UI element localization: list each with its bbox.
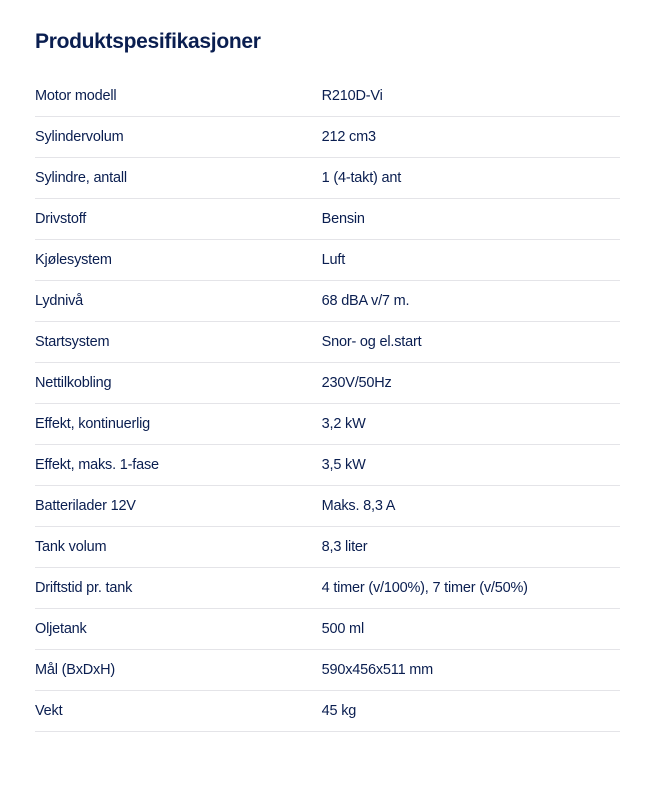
spec-label: Lydnivå [35,293,322,309]
spec-label: Sylindervolum [35,129,322,145]
spec-value: Snor- og el.start [322,334,620,350]
spec-value: 230V/50Hz [322,375,620,391]
spec-value: 1 (4-takt) ant [322,170,620,186]
spec-row: Tank volum8,3 liter [35,527,620,568]
spec-row: Lydnivå68 dBA v/7 m. [35,281,620,322]
spec-row: Effekt, maks. 1-fase3,5 kW [35,445,620,486]
spec-table: Motor modellR210D-ViSylindervolum212 cm3… [35,76,620,732]
spec-label: Sylindre, antall [35,170,322,186]
spec-label: Driftstid pr. tank [35,580,322,596]
spec-value: R210D-Vi [322,88,620,104]
spec-label: Effekt, kontinuerlig [35,416,322,432]
spec-row: Driftstid pr. tank4 timer (v/100%), 7 ti… [35,568,620,609]
spec-label: Tank volum [35,539,322,555]
spec-row: KjølesystemLuft [35,240,620,281]
spec-value: 4 timer (v/100%), 7 timer (v/50%) [322,580,620,596]
spec-label: Nettilkobling [35,375,322,391]
spec-row: Motor modellR210D-Vi [35,76,620,117]
spec-label: Kjølesystem [35,252,322,268]
spec-value: 3,5 kW [322,457,620,473]
section-title: Produktspesifikasjoner [35,30,620,54]
spec-value: 45 kg [322,703,620,719]
spec-row: DrivstoffBensin [35,199,620,240]
spec-value: Bensin [322,211,620,227]
spec-row: Sylindre, antall1 (4-takt) ant [35,158,620,199]
spec-row: Effekt, kontinuerlig3,2 kW [35,404,620,445]
spec-value: 212 cm3 [322,129,620,145]
spec-label: Effekt, maks. 1-fase [35,457,322,473]
spec-label: Mål (BxDxH) [35,662,322,678]
spec-row: Mål (BxDxH)590x456x511 mm [35,650,620,691]
spec-row: Nettilkobling230V/50Hz [35,363,620,404]
spec-label: Vekt [35,703,322,719]
spec-row: Vekt45 kg [35,691,620,732]
spec-label: Oljetank [35,621,322,637]
spec-value: 68 dBA v/7 m. [322,293,620,309]
spec-row: Sylindervolum212 cm3 [35,117,620,158]
spec-label: Batterilader 12V [35,498,322,514]
spec-row: Oljetank500 ml [35,609,620,650]
spec-value: 8,3 liter [322,539,620,555]
spec-label: Startsystem [35,334,322,350]
spec-value: Maks. 8,3 A [322,498,620,514]
spec-label: Drivstoff [35,211,322,227]
spec-value: Luft [322,252,620,268]
spec-row: StartsystemSnor- og el.start [35,322,620,363]
spec-value: 3,2 kW [322,416,620,432]
spec-label: Motor modell [35,88,322,104]
spec-row: Batterilader 12VMaks. 8,3 A [35,486,620,527]
spec-value: 590x456x511 mm [322,662,620,678]
spec-value: 500 ml [322,621,620,637]
